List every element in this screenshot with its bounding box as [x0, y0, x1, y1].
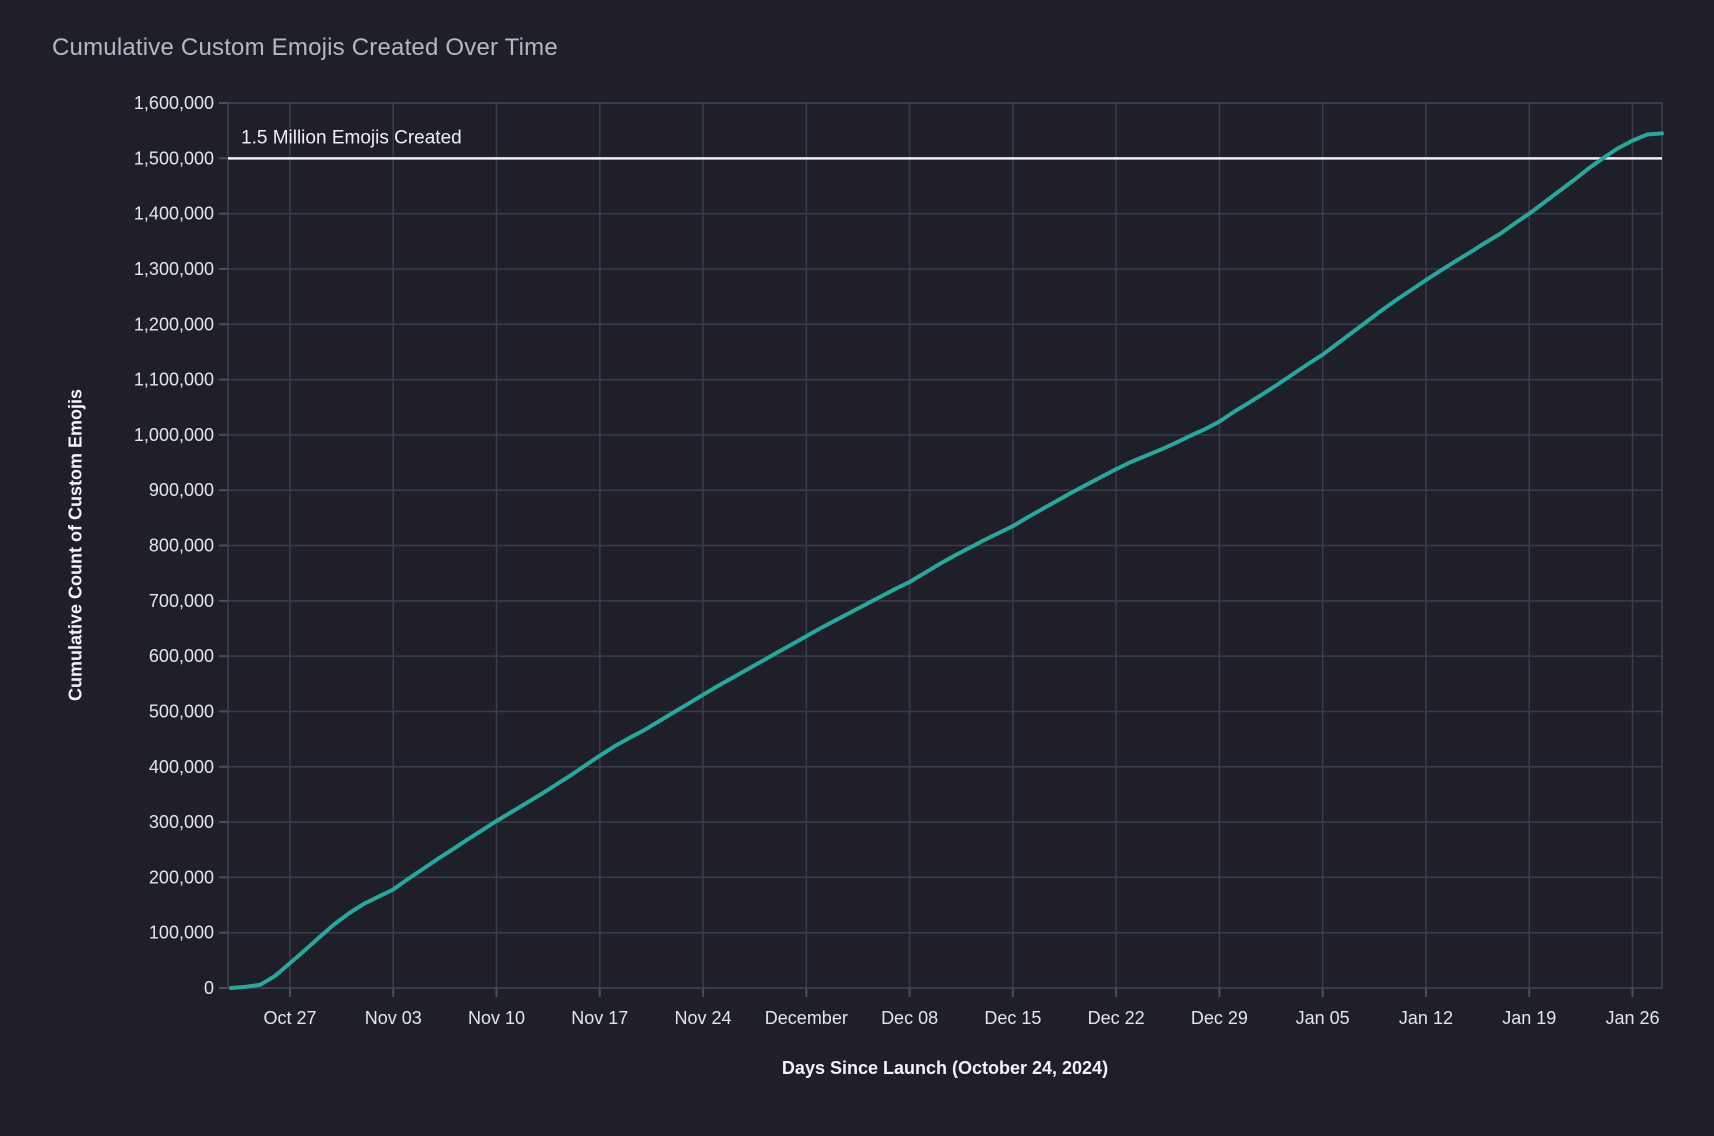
y-tick-label: 500,000	[149, 701, 214, 721]
y-tick-label: 700,000	[149, 591, 214, 611]
x-tick-label: Dec 08	[881, 1008, 938, 1028]
y-tick-label: 1,600,000	[134, 93, 214, 113]
y-tick-label: 300,000	[149, 812, 214, 832]
y-tick-label: 400,000	[149, 757, 214, 777]
x-tick-label: Jan 12	[1399, 1008, 1453, 1028]
x-tick-label: Oct 27	[263, 1008, 316, 1028]
x-tick-label: Nov 10	[468, 1008, 525, 1028]
y-tick-label: 900,000	[149, 480, 214, 500]
y-axis-title: Cumulative Count of Custom Emojis	[65, 388, 86, 702]
y-tick-label: 0	[204, 978, 214, 998]
x-tick-label: Dec 15	[984, 1008, 1041, 1028]
x-tick-label: Dec 29	[1191, 1008, 1248, 1028]
chart-title: Cumulative Custom Emojis Created Over Ti…	[52, 34, 558, 61]
y-tick-label: 100,000	[149, 923, 214, 943]
y-tick-label: 1,000,000	[134, 425, 214, 445]
y-tick-label: 1,300,000	[134, 259, 214, 279]
series-line	[229, 131, 1664, 990]
x-tick-label: Nov 24	[675, 1008, 732, 1028]
reference-line-label: 1.5 Million Emojis Created	[241, 127, 462, 148]
y-tick-label: 1,200,000	[134, 314, 214, 334]
x-tick-label: Dec 22	[1088, 1008, 1145, 1028]
y-tick-label: 1,100,000	[134, 370, 214, 390]
x-tick-label: Jan 19	[1502, 1008, 1556, 1028]
x-tick-label: Jan 05	[1296, 1008, 1350, 1028]
x-tick-label: Nov 03	[365, 1008, 422, 1028]
y-tick-label: 1,400,000	[134, 204, 214, 224]
y-tick-label: 800,000	[149, 536, 214, 556]
plot-border	[227, 102, 1663, 989]
x-axis-title: Days Since Launch (October 24, 2024)	[781, 1058, 1109, 1078]
y-tick-label: 600,000	[149, 646, 214, 666]
x-tick-label: Jan 26	[1605, 1008, 1659, 1028]
x-tick-label: Nov 17	[571, 1008, 628, 1028]
x-tick-label: December	[765, 1008, 848, 1028]
y-tick-label: 200,000	[149, 867, 214, 887]
y-tick-label: 1,500,000	[134, 148, 214, 168]
